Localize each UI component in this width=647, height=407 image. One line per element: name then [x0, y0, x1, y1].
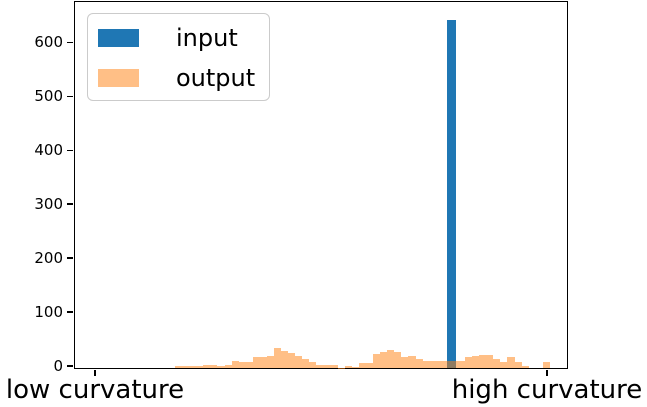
output-bar [351, 366, 359, 368]
output-bar [259, 357, 267, 368]
y-tick-label: 500 [34, 87, 63, 106]
y-tick-mark [67, 149, 73, 152]
input-bar [447, 20, 456, 368]
output-bar [500, 362, 508, 368]
legend-entry-input: input [98, 26, 269, 50]
output-bar [443, 361, 451, 368]
output-bar [507, 357, 515, 368]
output-bar [196, 365, 204, 368]
output-bar [429, 361, 437, 368]
output-bar [175, 366, 183, 368]
output-bar [302, 359, 310, 368]
legend-label-input: input [176, 24, 238, 52]
output-bar [281, 350, 289, 368]
output-bar [203, 364, 211, 368]
output-bar [373, 354, 381, 368]
legend-label-output: output [176, 64, 256, 92]
x-tick-mark [546, 370, 548, 376]
output-bar [288, 352, 296, 368]
plot-area: input output 0 100 200 300 400 500 600 low curv… [6, 1, 642, 405]
y-tick-mark [67, 95, 73, 98]
y-tick-label: 300 [34, 195, 63, 214]
output-bar [323, 365, 331, 368]
output-bar [387, 350, 395, 368]
y-tick-label: 0 [53, 357, 63, 375]
output-bar [210, 365, 218, 368]
output-bar [493, 359, 501, 368]
output-bar [366, 362, 374, 368]
y-tick-mark [67, 257, 73, 259]
output-bar [436, 361, 444, 368]
output-bar [182, 366, 190, 368]
legend: input output [87, 13, 270, 101]
y-tick-mark [67, 41, 73, 44]
y-tick-label: 100 [34, 303, 63, 322]
output-bar [450, 361, 458, 368]
output-bar [457, 361, 466, 368]
output-bar [358, 363, 366, 368]
output-bar [245, 362, 253, 368]
output-bar [217, 365, 225, 368]
output-bar [274, 347, 282, 368]
x-tick-mark [94, 370, 96, 376]
output-bar [479, 355, 487, 368]
output-bar [295, 356, 303, 368]
y-tick-label: 400 [34, 141, 63, 160]
output-bar [380, 351, 388, 368]
output-bar [394, 352, 402, 368]
x-tick-label-0: low curvature [5, 375, 185, 405]
output-bar [465, 357, 473, 368]
output-bar [309, 362, 317, 368]
output-bar [189, 365, 197, 368]
output-bar [542, 362, 550, 368]
y-tick-mark [67, 203, 73, 205]
legend-entry-output: output [98, 66, 269, 90]
y-tick-label: 200 [34, 249, 63, 268]
x-tick-label-1: high curvature [451, 375, 643, 405]
output-bar [408, 355, 416, 368]
output-bar [486, 355, 494, 368]
output-bar [415, 359, 423, 368]
output-bar [238, 361, 246, 368]
output-bar [266, 356, 275, 368]
output-bar [514, 362, 522, 368]
y-tick-label: 600 [34, 33, 63, 52]
output-color-swatch [98, 69, 139, 87]
output-bar [472, 356, 480, 368]
output-bar [252, 357, 260, 368]
output-bar [330, 365, 338, 368]
output-bar [224, 365, 232, 368]
output-bar [231, 361, 239, 368]
output-bar [344, 365, 352, 368]
output-bar [316, 364, 324, 368]
y-tick-mark [67, 365, 73, 367]
output-bar [521, 365, 529, 368]
output-bar [422, 361, 430, 368]
y-tick-mark [67, 311, 73, 313]
output-bar [401, 357, 409, 368]
output-bar [337, 367, 345, 368]
input-color-swatch [98, 29, 139, 47]
